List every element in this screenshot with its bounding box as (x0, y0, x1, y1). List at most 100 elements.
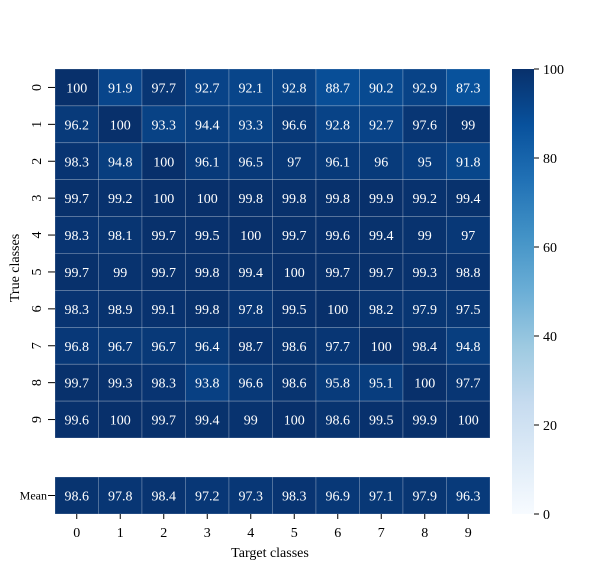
y-tick-label: 8 (30, 379, 45, 386)
cell-value-label: 99.7 (152, 414, 177, 429)
heatmap-cell (141, 400, 186, 439)
cell-value-label: 100 (327, 303, 348, 318)
cell-value-label: 97.7 (326, 340, 351, 355)
cell-value-label: 99.7 (152, 266, 177, 281)
heatmap-cell (54, 68, 99, 107)
cell-value-label: 94.8 (456, 340, 481, 355)
y-tick-label: 1 (30, 121, 45, 128)
cell-value-label: 100 (240, 229, 261, 244)
cell-value-label: 98.6 (282, 340, 307, 355)
cell-value-label: 93.3 (239, 118, 264, 133)
heatmap-cell (54, 290, 99, 328)
heatmap-cell (402, 253, 447, 291)
cell-value-label: 96.2 (65, 118, 90, 133)
cell-value-label: 99.8 (282, 192, 307, 207)
heatmap-cell (315, 290, 360, 328)
mean-value-label: 97.1 (369, 490, 394, 505)
heatmap-cell (228, 216, 273, 254)
heatmap-cell (141, 68, 186, 107)
cell-value-label: 100 (458, 414, 479, 429)
colorbar-tick-label: 20 (543, 419, 557, 434)
heatmap-cell (98, 68, 143, 107)
mean-value-label: 97.2 (195, 490, 220, 505)
cell-value-label: 99.2 (108, 192, 133, 207)
heatmap-cell (185, 326, 230, 365)
heatmap-cell (54, 400, 99, 439)
cell-value-label: 96.1 (195, 155, 220, 170)
y-tick-label: 6 (30, 305, 45, 312)
cell-value-label: 97.7 (456, 377, 481, 392)
heatmap-cell (228, 400, 273, 439)
heatmap-cell (446, 400, 491, 439)
cell-value-label: 92.8 (282, 81, 307, 96)
y-tick-label: 5 (30, 268, 45, 275)
heatmap-cell (315, 142, 360, 181)
cell-value-label: 97.7 (152, 81, 177, 96)
cell-value-label: 99.8 (326, 192, 351, 207)
cell-value-label: 93.3 (152, 118, 177, 133)
x-tick-label: 9 (465, 526, 472, 541)
heatmap-cell (315, 326, 360, 365)
cell-value-label: 99.6 (65, 414, 90, 429)
cell-value-label: 99.9 (413, 414, 438, 429)
y-tick-label: 4 (30, 232, 45, 239)
cell-value-label: 100 (284, 266, 305, 281)
cell-value-label: 99.5 (369, 414, 394, 429)
heatmap-cell (315, 105, 360, 144)
cell-value-label: 95.8 (326, 377, 351, 392)
mean-row-label: Mean (20, 489, 47, 503)
cell-value-label: 99.8 (239, 192, 264, 207)
cell-value-label: 100 (153, 192, 174, 207)
heatmap-cell (446, 142, 491, 181)
x-tick-label: 3 (204, 526, 211, 541)
y-tick-label: 9 (30, 416, 45, 423)
x-tick-label: 4 (247, 526, 254, 541)
heatmap-cell (272, 179, 317, 217)
heatmap-cell (98, 216, 143, 254)
cell-value-label: 98.9 (108, 303, 133, 318)
heatmap-cell (98, 400, 143, 439)
heatmap-cell (98, 105, 143, 144)
mean-cell (98, 476, 143, 515)
heatmap-cell (98, 363, 143, 402)
heatmap-cell (315, 363, 360, 402)
x-tick-label: 5 (291, 526, 298, 541)
cell-value-label: 99.9 (369, 192, 394, 207)
heatmap-cell (446, 290, 491, 328)
mean-row: 98.6 97.8 98.4 97.2 97.3 98.3 96.9 97.1 97.9 96.3… (20, 476, 491, 515)
x-tick-label: 7 (378, 526, 385, 541)
cell-value-label: 99.4 (369, 229, 394, 244)
cell-value-label: 96.6 (282, 118, 307, 133)
cell-value-label: 97.8 (239, 303, 264, 318)
heatmap-cell (185, 290, 230, 328)
cell-value-label: 98.3 (65, 229, 90, 244)
cell-value-label: 100 (414, 377, 435, 392)
heatmap-cell (54, 253, 99, 291)
cell-value-label: 96.6 (239, 377, 264, 392)
cell-value-label: 96.7 (108, 340, 133, 355)
cell-value-label: 96.4 (195, 340, 220, 355)
cell-value-label: 100 (197, 192, 218, 207)
cell-value-label: 99.5 (195, 229, 220, 244)
cell-value-label: 94.4 (195, 118, 220, 133)
cell-value-label: 100 (284, 414, 305, 429)
heatmap-cell (359, 400, 404, 439)
y-tick-label: 0 (30, 84, 45, 91)
heatmap-cell (185, 253, 230, 291)
x-tick-label: 8 (421, 526, 428, 541)
cell-value-label: 98.8 (456, 266, 481, 281)
cell-value-label: 91.8 (456, 155, 481, 170)
cell-value-label: 99.4 (456, 192, 481, 207)
cell-value-label: 99.8 (195, 303, 220, 318)
cell-value-label: 99 (244, 414, 258, 429)
heatmap-cell (402, 400, 447, 439)
cell-value-label: 99.4 (239, 266, 264, 281)
heatmap-cell (402, 290, 447, 328)
heatmap-cell (359, 290, 404, 328)
cell-value-label: 99.6 (326, 229, 351, 244)
heatmap-cell (272, 400, 317, 439)
heatmap-cell (402, 179, 447, 217)
cell-value-label: 99.8 (195, 266, 220, 281)
cell-value-label: 96.7 (152, 340, 177, 355)
cell-value-label: 97 (287, 155, 301, 170)
